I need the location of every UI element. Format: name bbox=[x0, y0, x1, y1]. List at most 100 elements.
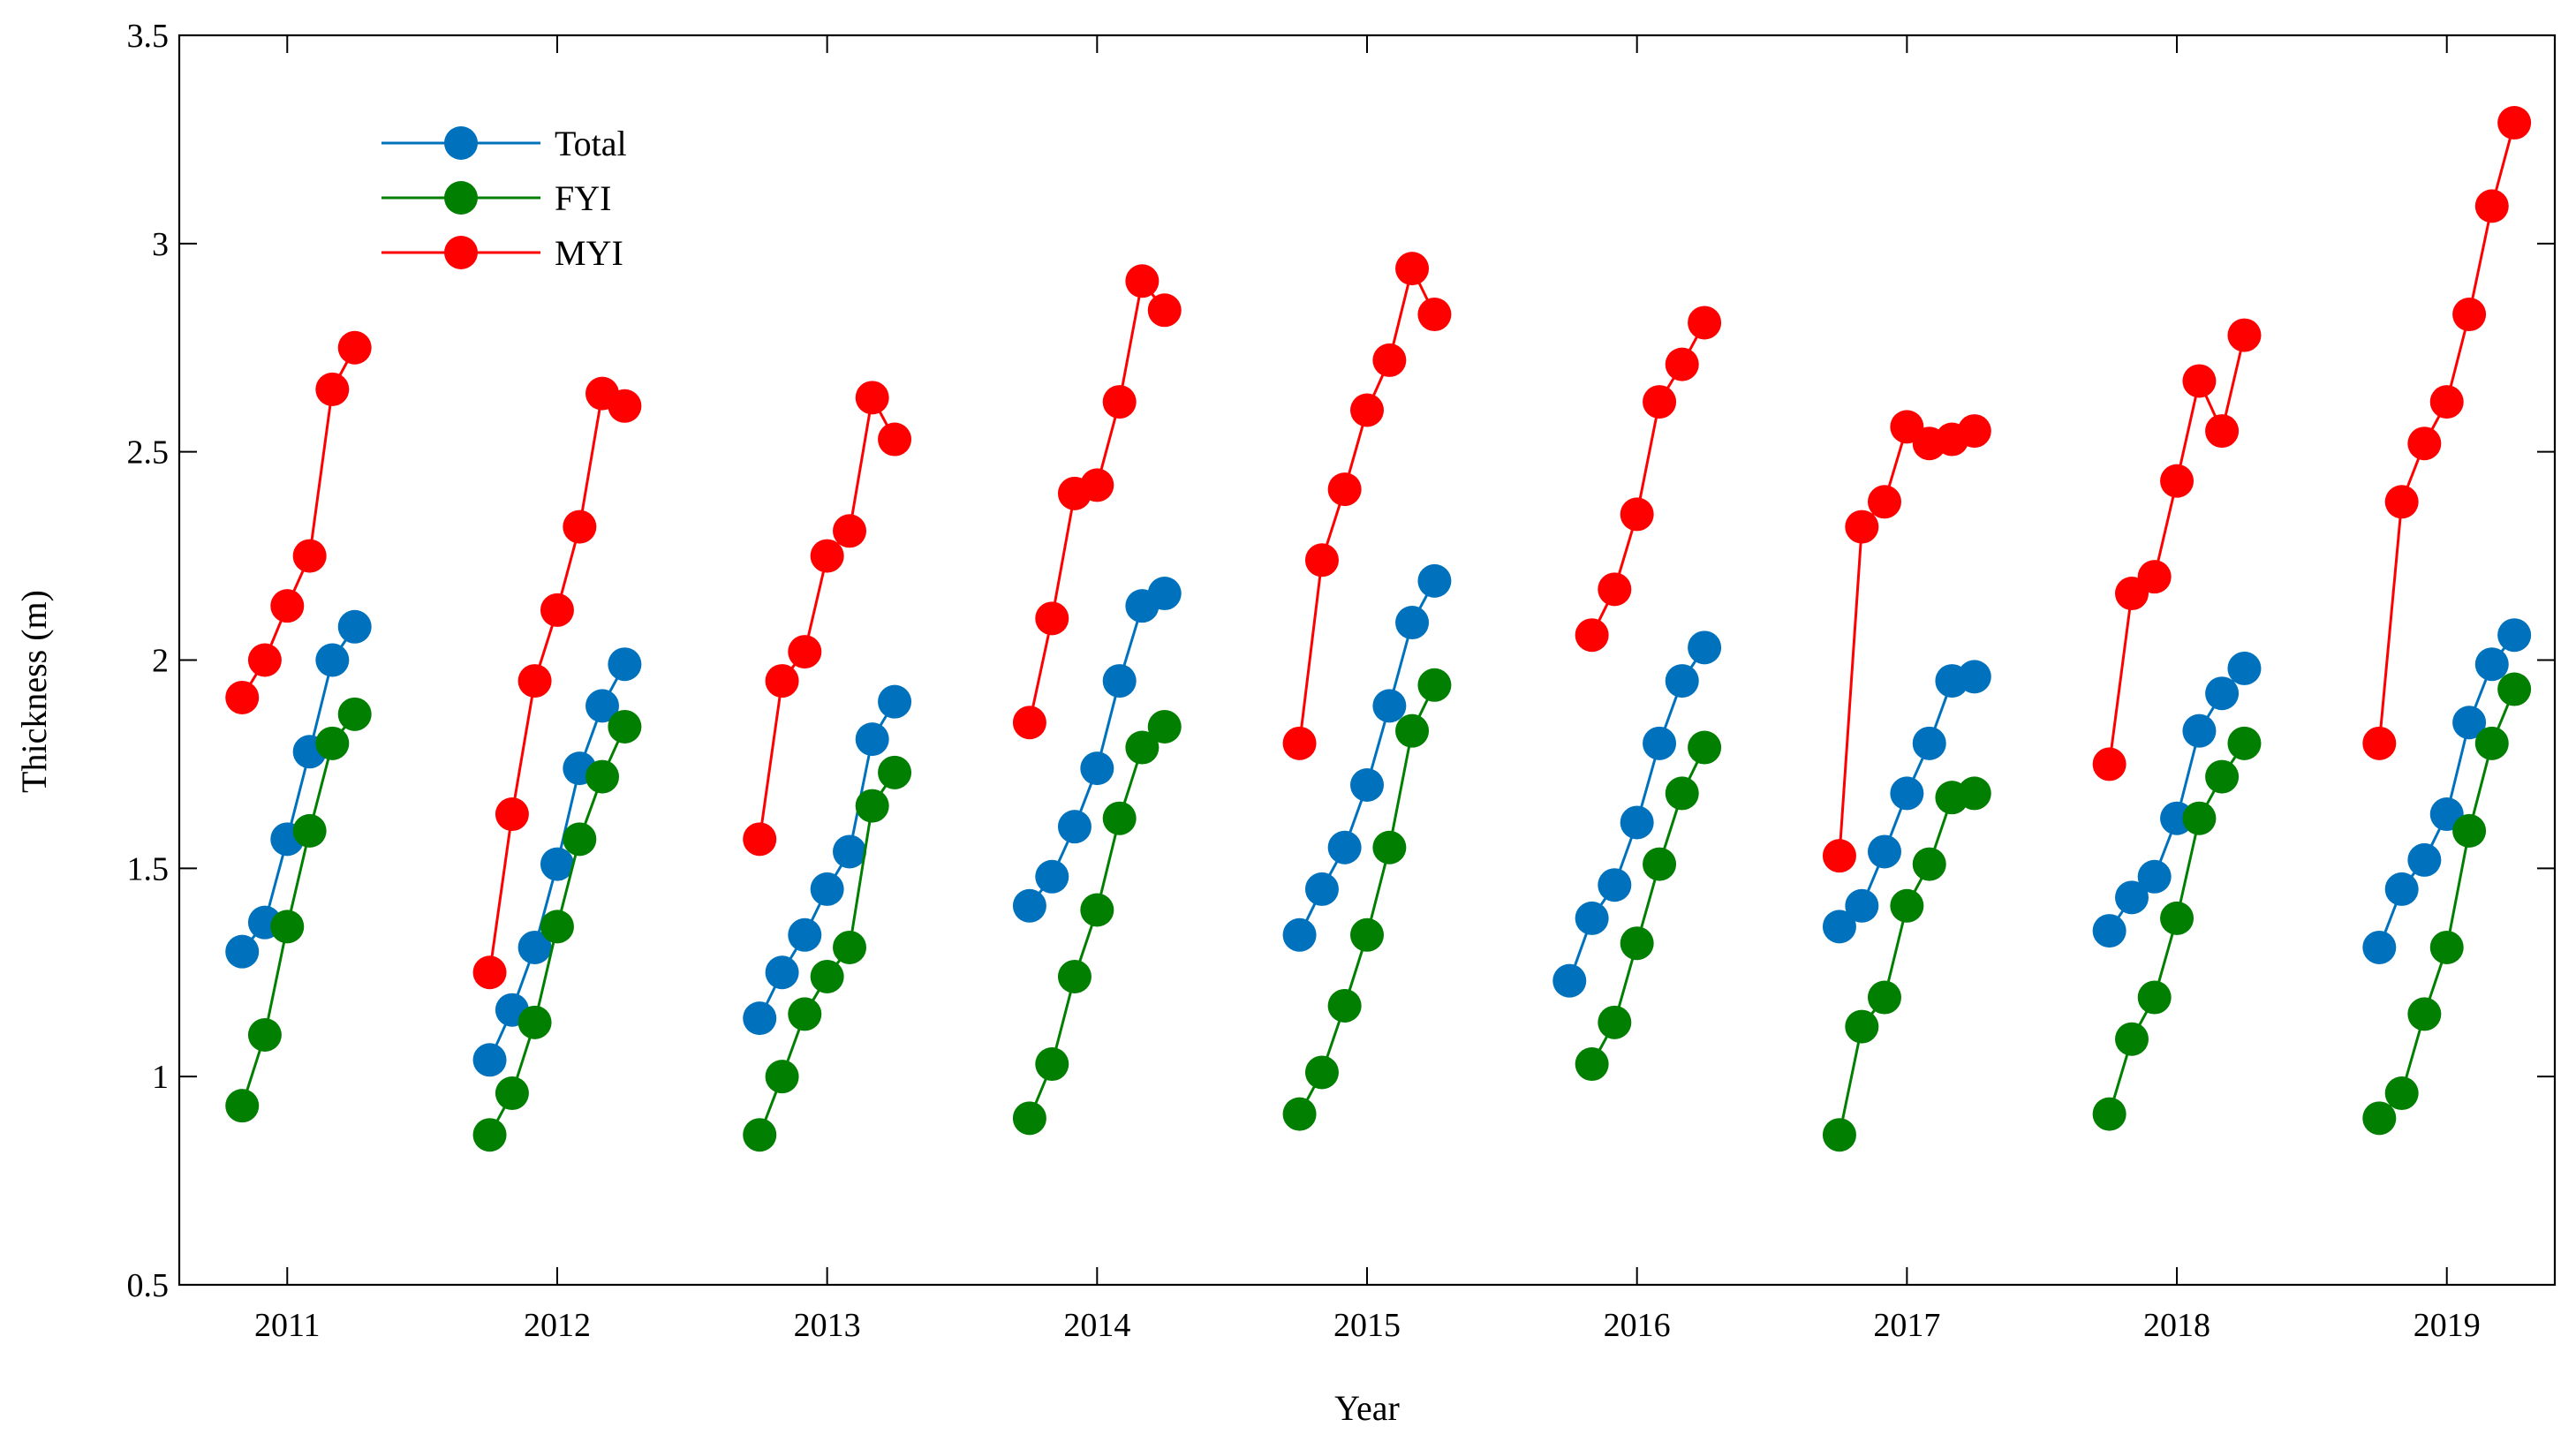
data-point-total bbox=[2497, 618, 2532, 653]
legend-label-myi: MYI bbox=[555, 233, 623, 273]
data-point-myi bbox=[472, 955, 507, 990]
data-point-total bbox=[810, 872, 844, 906]
data-point-fyi bbox=[1957, 776, 1991, 811]
series-fyi bbox=[225, 668, 2532, 1152]
data-point-total bbox=[788, 917, 822, 952]
data-point-fyi bbox=[292, 813, 327, 848]
x-tick-label: 2016 bbox=[1604, 1307, 1671, 1344]
data-point-total bbox=[472, 1043, 507, 1077]
data-point-myi bbox=[1575, 618, 1609, 653]
data-point-total bbox=[1552, 963, 1587, 998]
data-point-fyi bbox=[337, 697, 372, 731]
data-point-total bbox=[585, 689, 620, 723]
data-point-fyi bbox=[315, 726, 350, 760]
data-point-myi bbox=[517, 664, 552, 698]
data-point-total bbox=[2452, 706, 2487, 740]
data-point-fyi bbox=[833, 930, 867, 964]
x-axis-title: Year bbox=[1334, 1388, 1400, 1428]
data-point-total bbox=[2137, 859, 2172, 894]
data-point-total bbox=[1957, 660, 1991, 694]
legend-marker-fyi bbox=[444, 181, 478, 215]
y-axis-title: Thickness (m) bbox=[14, 590, 54, 793]
data-point-fyi bbox=[608, 709, 642, 744]
data-point-total bbox=[2205, 676, 2240, 711]
data-point-myi bbox=[2182, 364, 2217, 398]
data-point-total bbox=[1035, 859, 1069, 894]
data-point-total bbox=[1867, 834, 1901, 869]
data-point-fyi bbox=[855, 789, 889, 823]
data-point-fyi bbox=[1350, 917, 1384, 952]
data-point-total bbox=[1395, 606, 1430, 640]
data-point-fyi bbox=[247, 1018, 282, 1052]
data-point-total bbox=[1057, 810, 1092, 844]
data-point-myi bbox=[1665, 347, 1699, 381]
data-point-fyi bbox=[1845, 1009, 1879, 1044]
data-point-fyi bbox=[1035, 1047, 1069, 1082]
y-tick-label: 2 bbox=[152, 643, 169, 680]
data-point-myi bbox=[1012, 706, 1046, 740]
data-point-fyi bbox=[2092, 1097, 2127, 1131]
data-point-total bbox=[1912, 726, 1946, 760]
data-point-fyi bbox=[270, 910, 305, 944]
data-point-fyi bbox=[2205, 759, 2240, 794]
x-tick-label: 2012 bbox=[524, 1307, 591, 1344]
data-point-total bbox=[1688, 630, 1722, 665]
data-point-fyi bbox=[1372, 830, 1407, 864]
data-point-total bbox=[315, 643, 350, 677]
plot-area: 2011 2012 2013 2014 2015 2016 2017 2018 2019 0.5 1… bbox=[127, 18, 2557, 1344]
data-point-myi bbox=[1304, 543, 1339, 578]
data-point-fyi bbox=[2227, 726, 2262, 760]
data-point-total bbox=[1372, 689, 1407, 723]
data-point-total bbox=[1350, 768, 1384, 802]
data-point-myi bbox=[2205, 414, 2240, 449]
data-point-fyi bbox=[2137, 980, 2172, 1015]
data-point-total bbox=[1845, 888, 1879, 923]
data-point-myi bbox=[1417, 298, 1452, 332]
data-point-myi bbox=[878, 422, 912, 457]
series-total bbox=[225, 563, 2532, 1077]
data-point-myi bbox=[1845, 510, 1879, 544]
y-tick-label: 3.5 bbox=[127, 18, 170, 55]
data-point-myi bbox=[1598, 572, 1632, 607]
data-point-fyi bbox=[1575, 1047, 1609, 1082]
data-point-total bbox=[2114, 880, 2149, 915]
data-point-total bbox=[225, 934, 260, 969]
x-tick-label: 2011 bbox=[254, 1307, 321, 1344]
data-point-fyi bbox=[1080, 893, 1114, 927]
data-point-fyi bbox=[1417, 668, 1452, 702]
data-point-fyi bbox=[743, 1118, 777, 1152]
x-tick-label: 2017 bbox=[1873, 1307, 1940, 1344]
data-point-total bbox=[2362, 930, 2397, 964]
data-point-fyi bbox=[1643, 847, 1677, 881]
data-point-fyi bbox=[1620, 926, 1654, 961]
x-tick-label: 2014 bbox=[1063, 1307, 1130, 1344]
data-point-fyi bbox=[225, 1089, 260, 1123]
y-tick-label: 1.5 bbox=[127, 850, 170, 887]
data-point-fyi bbox=[2429, 930, 2464, 964]
data-point-fyi bbox=[788, 997, 822, 1031]
data-point-myi bbox=[2429, 385, 2464, 419]
data-point-myi bbox=[608, 389, 642, 423]
x-tick-label: 2013 bbox=[794, 1307, 861, 1344]
data-point-total bbox=[2474, 647, 2509, 682]
data-point-fyi bbox=[810, 959, 844, 993]
data-point-fyi bbox=[1822, 1118, 1856, 1152]
data-point-fyi bbox=[2452, 813, 2487, 848]
data-point-fyi bbox=[517, 1005, 552, 1039]
data-point-total bbox=[1417, 563, 1452, 598]
data-point-total bbox=[517, 930, 552, 964]
data-point-fyi bbox=[1327, 988, 1362, 1023]
data-point-myi bbox=[1080, 468, 1114, 502]
data-point-myi bbox=[1327, 472, 1362, 507]
data-point-fyi bbox=[2182, 801, 2217, 835]
data-point-fyi bbox=[2474, 726, 2509, 760]
data-point-total bbox=[1304, 872, 1339, 906]
data-point-myi bbox=[1957, 414, 1991, 449]
data-point-myi bbox=[810, 539, 844, 573]
data-point-fyi bbox=[2362, 1101, 2397, 1136]
data-point-myi bbox=[2407, 427, 2442, 461]
data-point-fyi bbox=[1890, 888, 1924, 923]
data-point-fyi bbox=[2384, 1076, 2419, 1111]
y-tick-label: 1 bbox=[152, 1059, 169, 1096]
